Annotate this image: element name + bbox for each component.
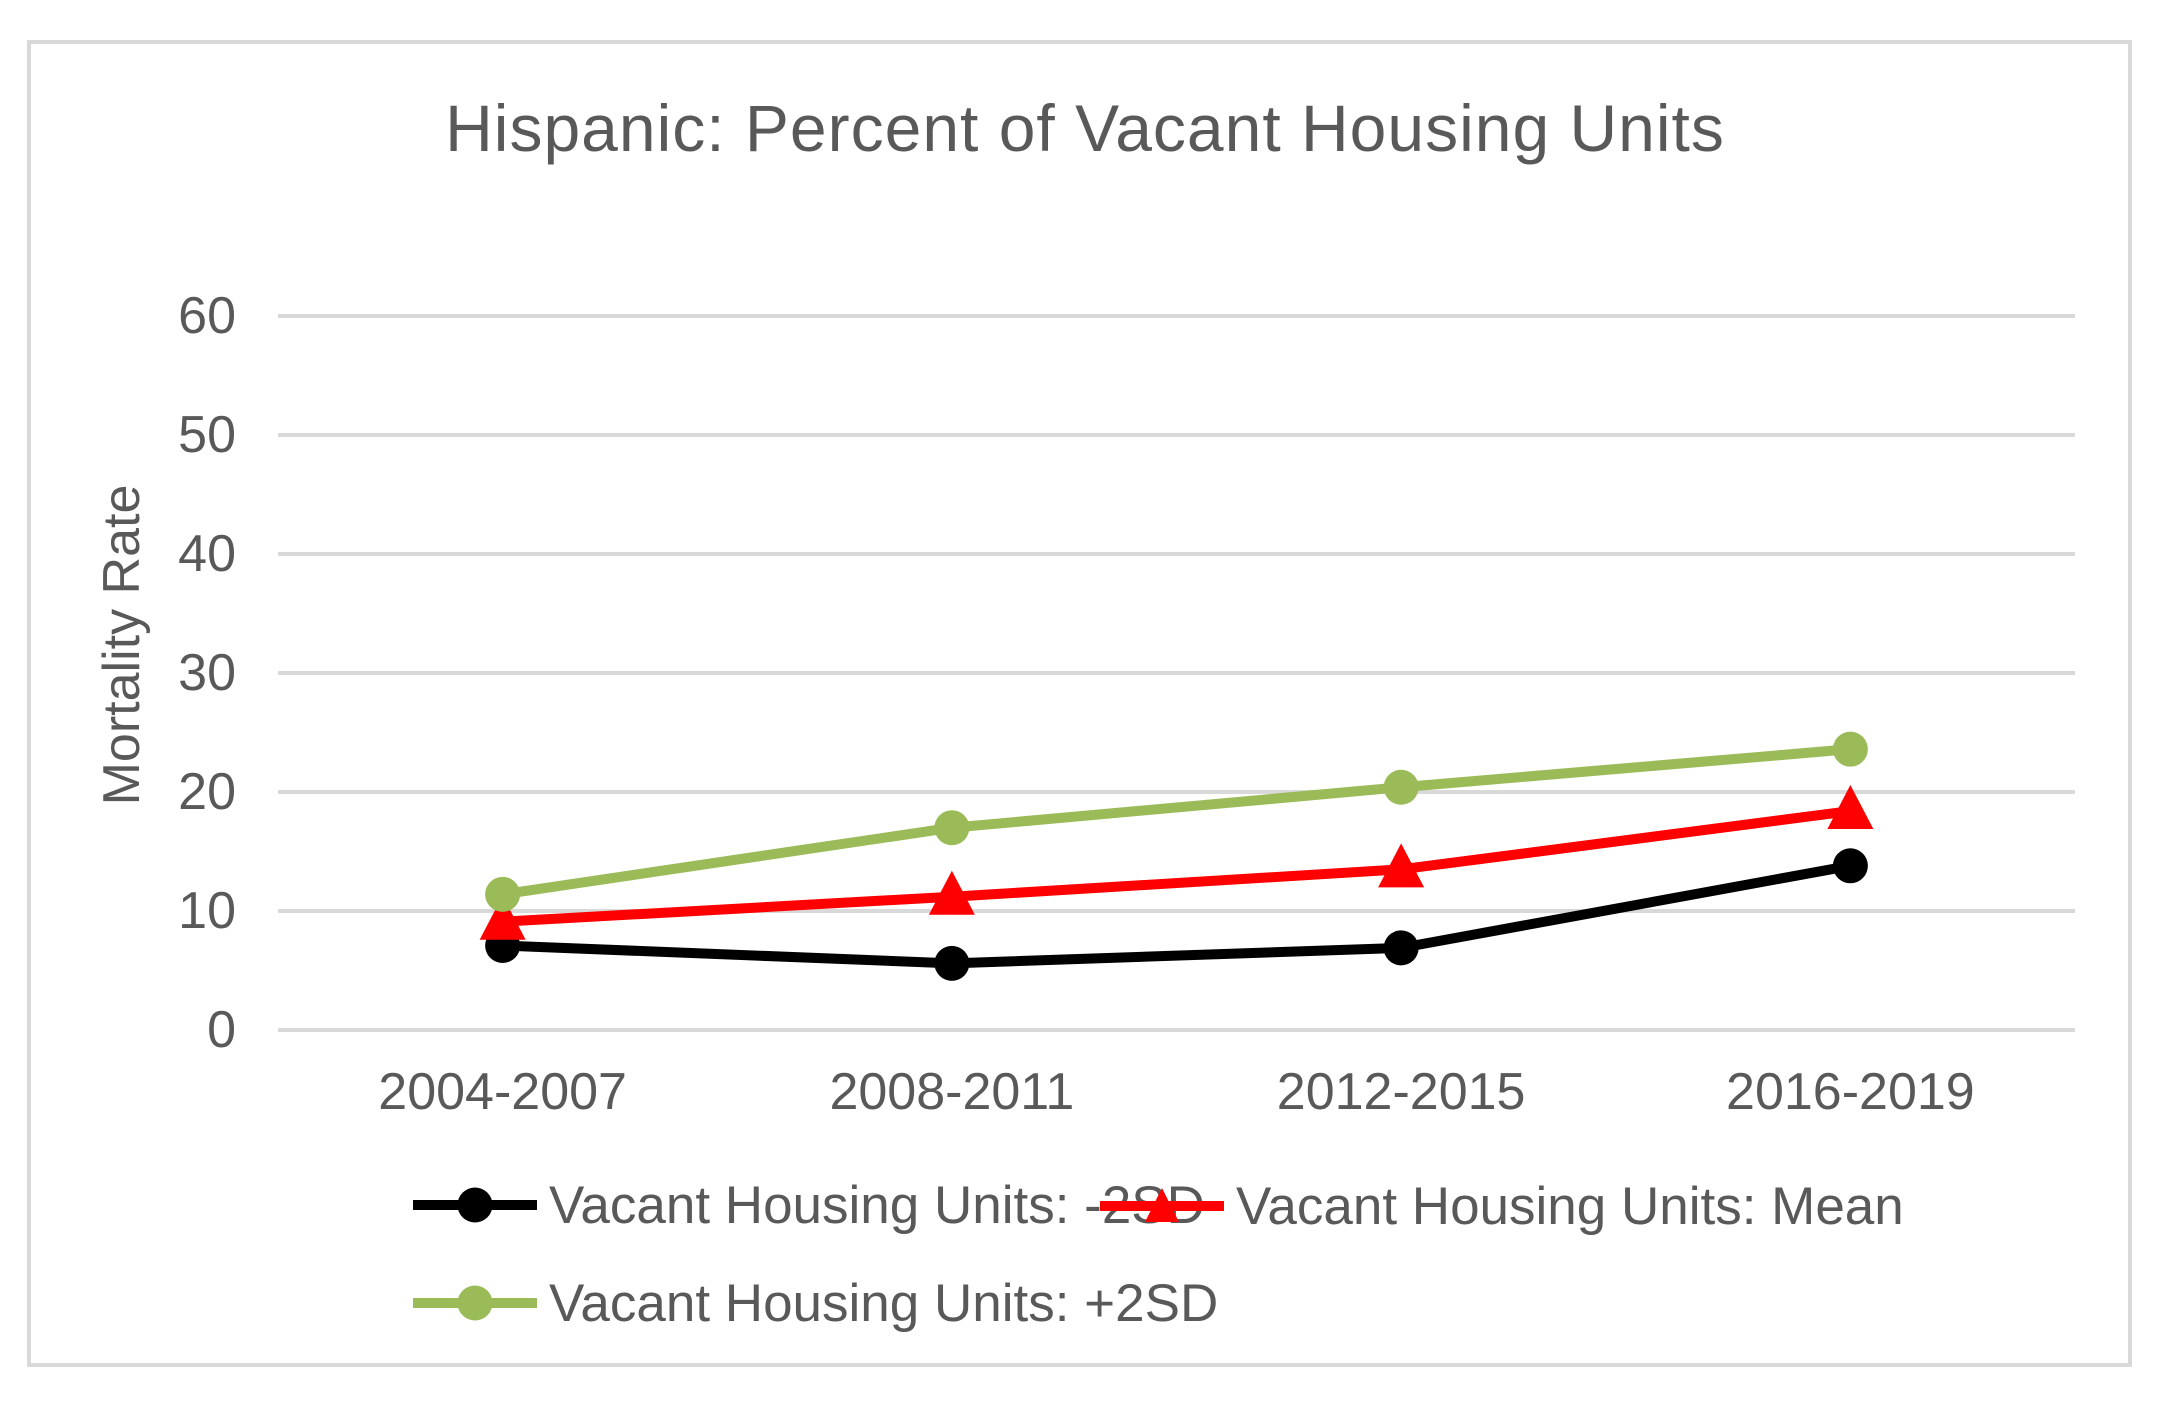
y-tick-label-0: 0 xyxy=(207,1001,236,1059)
series-0-marker-circle xyxy=(1832,848,1868,884)
legend-marker-circle-icon xyxy=(413,1187,537,1223)
series-1-marker-triangle xyxy=(479,895,526,940)
series-line-0 xyxy=(497,860,1856,969)
chart-title: Hispanic: Percent of Vacant Housing Unit… xyxy=(445,91,1725,165)
legend-item: Vacant Housing Units: -2SD xyxy=(413,1165,1205,1245)
x-tick-label: 2008-2011 xyxy=(829,1063,1075,1121)
y-tick-label-20: 20 xyxy=(178,763,236,821)
x-tick-label: 2016-2019 xyxy=(1726,1063,1975,1121)
y-tick-label-50: 50 xyxy=(178,406,236,464)
legend-label: Vacant Housing Units: Mean xyxy=(1236,1176,1904,1236)
legend-label: Vacant Housing Units: -2SD xyxy=(549,1175,1205,1235)
series-1-marker-triangle xyxy=(1827,785,1874,830)
series-2-marker-circle xyxy=(1383,769,1419,805)
series-1-marker-triangle xyxy=(1378,843,1425,888)
series-0-marker-circle xyxy=(1383,930,1419,966)
legend-item: Vacant Housing Units: +2SD xyxy=(413,1263,1218,1343)
y-tick-label-10: 10 xyxy=(178,882,236,940)
x-tick-label: 2012-2015 xyxy=(1276,1063,1526,1121)
chart-border xyxy=(27,40,2132,1367)
y-tick-label-30: 30 xyxy=(178,644,236,702)
y-tick-label-40: 40 xyxy=(178,525,236,583)
y-tick-label-60: 60 xyxy=(178,287,236,345)
series-1-marker-triangle xyxy=(928,870,975,915)
series-0-marker-circle xyxy=(934,945,970,981)
legend-marker-circle-icon xyxy=(413,1285,537,1321)
series-line-1 xyxy=(497,806,1856,927)
series-2-marker-circle xyxy=(1832,731,1868,767)
series-line-2 xyxy=(497,744,1856,900)
legend-label: Vacant Housing Units: +2SD xyxy=(549,1273,1219,1333)
series-2-marker-circle xyxy=(934,810,970,846)
legend-item: Vacant Housing Units: Mean xyxy=(1100,1166,1904,1246)
x-tick-label: 2004-2007 xyxy=(378,1063,627,1121)
series-2-marker-circle xyxy=(485,876,521,912)
legend-marker-triangle-icon xyxy=(1100,1188,1224,1222)
